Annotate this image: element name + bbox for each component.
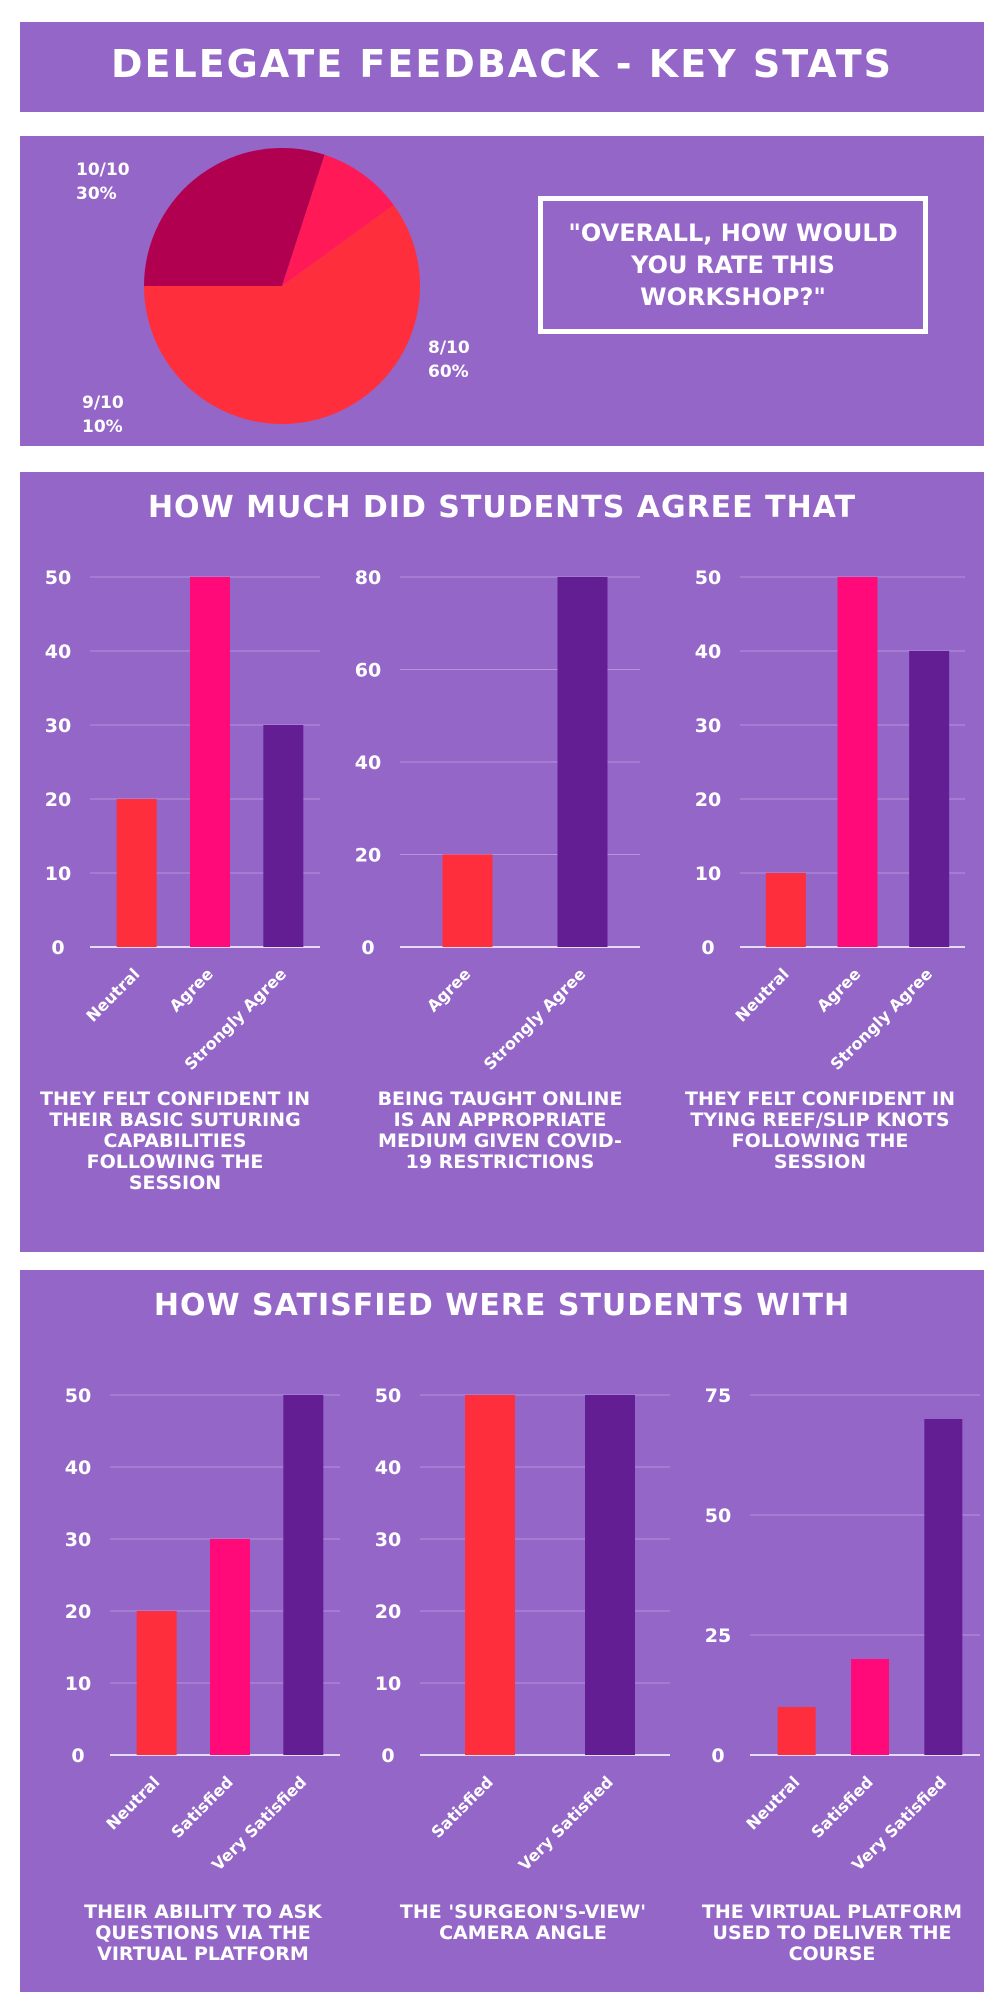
camera-angle-chart: 0 10 20 30 40 50 Satisfied Very Satisfied <box>375 1385 670 1874</box>
chart-2-caption: BEING TAUGHT ONLINE IS AN APPROPRIATE ME… <box>377 1088 623 1173</box>
pie-label-8-percent: 60% <box>428 362 469 382</box>
y-tick-label: 80 <box>355 567 381 589</box>
chart-4-caption: THEIR ABILITY TO ASK QUESTIONS VIA THE V… <box>84 1901 322 1965</box>
agreement-panel: HOW MUCH DID STUDENTS AGREE THAT 0 10 20 30… <box>20 472 984 1252</box>
y-tick-label: 0 <box>381 1745 394 1767</box>
bar-agree <box>442 854 493 947</box>
x-tick-label: Neutral <box>82 964 143 1025</box>
pie-label-9: 9/10 10% <box>82 391 124 439</box>
x-tick-label: Agree <box>813 964 864 1015</box>
agree-section-heading: HOW MUCH DID STUDENTS AGREE THAT <box>147 490 857 525</box>
chart-6-caption: THE VIRTUAL PLATFORM USED TO DELIVER THE… <box>701 1901 963 1965</box>
x-tick-label: Very Satisfied <box>515 1772 617 1874</box>
x-tick-label: Agree <box>423 964 474 1015</box>
y-tick-label: 20 <box>65 1601 91 1623</box>
title-banner: DELEGATE FEEDBACK - KEY STATS <box>20 22 984 112</box>
y-tick-label: 40 <box>45 641 71 663</box>
pie-label-9-percent: 10% <box>82 417 123 437</box>
y-tick-label: 0 <box>701 937 714 959</box>
chart-3-caption: THEY FELT CONFIDENT IN TYING REEF/SLIP K… <box>685 1088 955 1173</box>
bar-satisfied <box>851 1659 889 1755</box>
y-tick-label: 50 <box>695 567 721 589</box>
x-tick-label: Satisfied <box>807 1772 876 1841</box>
y-tick-label: 10 <box>65 1673 91 1695</box>
overall-rating-pie-chart <box>144 147 421 425</box>
bar-very-satisfied <box>585 1395 635 1755</box>
y-tick-label: 20 <box>45 789 71 811</box>
y-tick-label: 30 <box>695 715 721 737</box>
bar-very-satisfied <box>283 1395 324 1755</box>
y-tick-label: 30 <box>375 1529 401 1551</box>
pie-label-8: 8/10 60% <box>428 336 470 384</box>
y-tick-label: 40 <box>355 752 381 774</box>
bar-neutral <box>765 873 806 947</box>
bar-neutral <box>777 1707 816 1755</box>
y-tick-label: 20 <box>355 845 381 867</box>
x-tick-label: Satisfied <box>427 1772 496 1841</box>
chart-5-caption: THE 'SURGEON'S-VIEW' CAMERA ANGLE <box>399 1901 647 1944</box>
x-tick-label: Agree <box>166 964 217 1015</box>
online-medium-chart: 0 20 40 60 80 Agree Strongly Agree <box>355 567 640 1074</box>
chart-1-caption: THEY FELT CONFIDENT IN THEIR BASIC SUTUR… <box>40 1088 310 1194</box>
pie-slice-8-of-10 <box>144 204 421 425</box>
pie-slice-10-of-10 <box>144 147 325 286</box>
pie-label-9-rating: 9/10 <box>82 393 124 413</box>
y-tick-label: 10 <box>375 1673 401 1695</box>
bar-agree <box>190 577 230 947</box>
y-tick-label: 50 <box>45 567 71 589</box>
y-tick-label: 50 <box>375 1385 401 1407</box>
x-tick-label: Neutral <box>102 1772 163 1833</box>
y-tick-label: 50 <box>705 1505 731 1527</box>
y-tick-label: 60 <box>355 660 381 682</box>
y-tick-label: 40 <box>695 641 721 663</box>
y-tick-label: 50 <box>65 1385 91 1407</box>
y-tick-label: 25 <box>705 1625 731 1647</box>
y-tick-label: 30 <box>65 1529 91 1551</box>
bar-satisfied <box>210 1539 250 1755</box>
y-tick-label: 20 <box>695 789 721 811</box>
y-tick-label: 0 <box>361 937 374 959</box>
bar-strongly-agree <box>909 651 950 947</box>
y-tick-label: 20 <box>375 1601 401 1623</box>
satisfaction-panel: HOW SATISFIED WERE STUDENTS WITH 0 10 20 30… <box>20 1270 984 1992</box>
pie-label-10-percent: 30% <box>76 184 117 204</box>
y-tick-label: 10 <box>45 863 71 885</box>
pie-label-10: 10/10 30% <box>76 158 130 206</box>
x-tick-label: Satisfied <box>167 1772 236 1841</box>
x-tick-label: Neutral <box>732 964 793 1025</box>
x-tick-label: Strongly Agree <box>480 964 590 1074</box>
page-title: DELEGATE FEEDBACK - KEY STATS <box>110 42 894 86</box>
pie-label-8-rating: 8/10 <box>428 338 470 358</box>
rating-question-box: "OVERALL, HOW WOULD YOU RATE THIS WORKSH… <box>538 196 928 334</box>
bar-neutral <box>116 799 157 947</box>
bar-agree <box>837 577 878 947</box>
y-tick-label: 40 <box>65 1457 91 1479</box>
bar-neutral <box>136 1611 177 1755</box>
y-tick-label: 75 <box>705 1385 731 1407</box>
y-tick-label: 40 <box>375 1457 401 1479</box>
pie-label-10-rating: 10/10 <box>76 160 130 180</box>
x-tick-label: Neutral <box>742 1772 803 1833</box>
rating-question: "OVERALL, HOW WOULD YOU RATE THIS WORKSH… <box>568 219 898 311</box>
pie-slice-9-of-10 <box>282 154 394 286</box>
bar-very-satisfied <box>924 1419 963 1755</box>
y-tick-label: 0 <box>711 1745 724 1767</box>
y-tick-label: 30 <box>45 715 71 737</box>
satisfied-section-heading: HOW SATISFIED WERE STUDENTS WITH <box>153 1288 851 1323</box>
y-tick-label: 0 <box>51 937 64 959</box>
overall-rating-panel: 10/10 30% 9/10 10% 8/10 60% "OVERALL, HO… <box>20 136 984 446</box>
bar-strongly-agree <box>263 725 304 947</box>
y-tick-label: 10 <box>695 863 721 885</box>
bar-satisfied <box>465 1395 515 1755</box>
y-tick-label: 0 <box>71 1745 84 1767</box>
bar-strongly-agree <box>557 577 608 947</box>
